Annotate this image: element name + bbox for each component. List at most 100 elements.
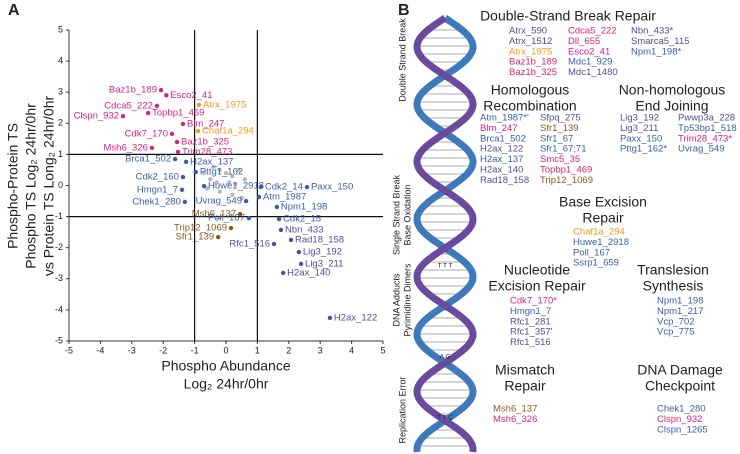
- point: [242, 177, 248, 182]
- damage-label: Double Strand Break: [397, 18, 407, 102]
- base-letters: A G: [440, 354, 451, 361]
- point-label: Hmgn1_7: [137, 184, 178, 195]
- point: [327, 315, 333, 321]
- point: [239, 195, 244, 201]
- y-tick-label: -2: [55, 242, 63, 252]
- gene-site: Lig3_211: [620, 123, 658, 134]
- gene-site: Atrx_1975: [509, 46, 552, 57]
- point-label: Esco2_41: [170, 90, 212, 101]
- point: [179, 187, 185, 193]
- point: [233, 181, 238, 187]
- gene-site: Hmgn1_7: [510, 306, 551, 317]
- damage-label-line: Base Oxidation: [402, 184, 412, 245]
- point-label: H2ax_137: [190, 156, 233, 167]
- point-label: Nbn_433: [285, 224, 324, 235]
- y-axis-label-line: Phospho-Protein TS: [5, 123, 21, 249]
- dna-strand: [413, 15, 477, 453]
- damage-label-line: Single Strand Break: [391, 174, 401, 255]
- y-tick-label: 3: [58, 87, 63, 97]
- x-tick-label: -5: [65, 345, 73, 355]
- point: [174, 139, 180, 145]
- point-label: Npm1_198: [281, 201, 327, 212]
- gene-site: Vcp_775: [657, 327, 695, 338]
- pathway-title: Checkpoint: [645, 378, 715, 394]
- gene-site: Nbn_433*: [631, 26, 674, 37]
- point-label: Cdk2_15: [283, 214, 321, 225]
- point: [201, 170, 207, 176]
- point: [288, 237, 294, 243]
- y-axis-label: Phospho-Protein TS Phospho TS Log₂ 24hr/0…: [5, 96, 57, 277]
- dna-strand: [413, 15, 477, 453]
- point: [237, 211, 243, 217]
- pathway-title: Repair: [504, 378, 546, 394]
- point-label: Cdk2_14: [265, 182, 303, 193]
- point-label: Pttg1_162: [200, 167, 243, 178]
- point-label: Brca1_502: [125, 154, 171, 165]
- point-label: Chek1_280: [132, 196, 181, 207]
- pathway-title: Double-Strand Break Repair: [480, 8, 656, 24]
- pathway-title: DNA Damage: [637, 362, 723, 378]
- gene-site: Rfc1_281: [510, 316, 551, 327]
- point: [120, 113, 126, 119]
- point: [196, 102, 202, 108]
- point: [145, 110, 151, 116]
- point-label: Sfr1_139: [176, 232, 215, 243]
- gene-site: Mdc1_1480: [568, 67, 618, 78]
- point: [193, 169, 199, 175]
- point-label: Msh6_137: [192, 209, 236, 220]
- gene-site: H2ax_140: [480, 165, 523, 176]
- gene-site: Atrx_1512: [509, 36, 552, 47]
- point-label: Blm_247: [187, 118, 225, 129]
- x-tick-label: -2: [159, 345, 167, 355]
- damage-label-line: Double Strand Break: [397, 18, 407, 102]
- point-label: Baz1b_325: [181, 136, 229, 147]
- gene-site: Rad18_158: [480, 175, 529, 186]
- gene-site: Clspn_1265: [657, 424, 708, 435]
- y-tick-label: 1: [58, 149, 63, 159]
- panel-label: B: [398, 2, 410, 19]
- point: [211, 164, 216, 170]
- damage-label-line: Pyrimidine Dimers: [402, 263, 412, 337]
- x-tick-label: 0: [223, 345, 228, 355]
- point-label: Rad18_158: [295, 234, 344, 245]
- point-label: Msh6_326: [104, 142, 148, 153]
- point: [217, 189, 222, 194]
- point-label: Chaf1a_294: [202, 126, 254, 137]
- x-tick-label: -4: [96, 345, 104, 355]
- x-tick-label: 5: [380, 345, 385, 355]
- gene-site: Msh6_326: [493, 414, 537, 425]
- point: [164, 93, 169, 98]
- gene-site: Baz1b_189: [509, 57, 557, 68]
- point: [208, 177, 213, 182]
- point: [230, 173, 235, 179]
- point: [180, 174, 186, 180]
- point: [296, 249, 302, 255]
- pathway-title: Base Excision: [559, 194, 647, 210]
- panel-label: A: [8, 2, 20, 19]
- point: [175, 149, 181, 155]
- gene-site: Npm1_198*: [631, 46, 681, 57]
- gene-site: Uvrag_549: [678, 144, 724, 155]
- gene-site: H2ax_137: [480, 154, 523, 165]
- x-tick-label: -3: [128, 345, 136, 355]
- damage-label: DNA Adducts Pyrimidine Dimers: [391, 263, 412, 337]
- point-label: H2ax_140: [287, 267, 330, 278]
- pathway-title: Recombination: [483, 98, 576, 114]
- gene-site: Smc5_35: [540, 154, 580, 165]
- point: [183, 159, 189, 165]
- point-label: Clspn_932: [74, 111, 119, 122]
- point-label: Uvrag_549: [196, 196, 242, 207]
- y-tick-label: -4: [55, 304, 63, 314]
- x-tick-label: 2: [286, 345, 291, 355]
- point: [230, 192, 235, 198]
- gene-site: Atrx_590: [509, 26, 547, 37]
- pathway-title: Nucleotide: [504, 262, 570, 278]
- point: [304, 184, 310, 190]
- point: [182, 199, 188, 205]
- gene-site: Huwe1_2918: [573, 237, 629, 248]
- point-label: Baz1b_189: [109, 85, 157, 96]
- point: [169, 131, 175, 137]
- gene-site: Brca1_502: [480, 133, 526, 144]
- point: [195, 128, 201, 134]
